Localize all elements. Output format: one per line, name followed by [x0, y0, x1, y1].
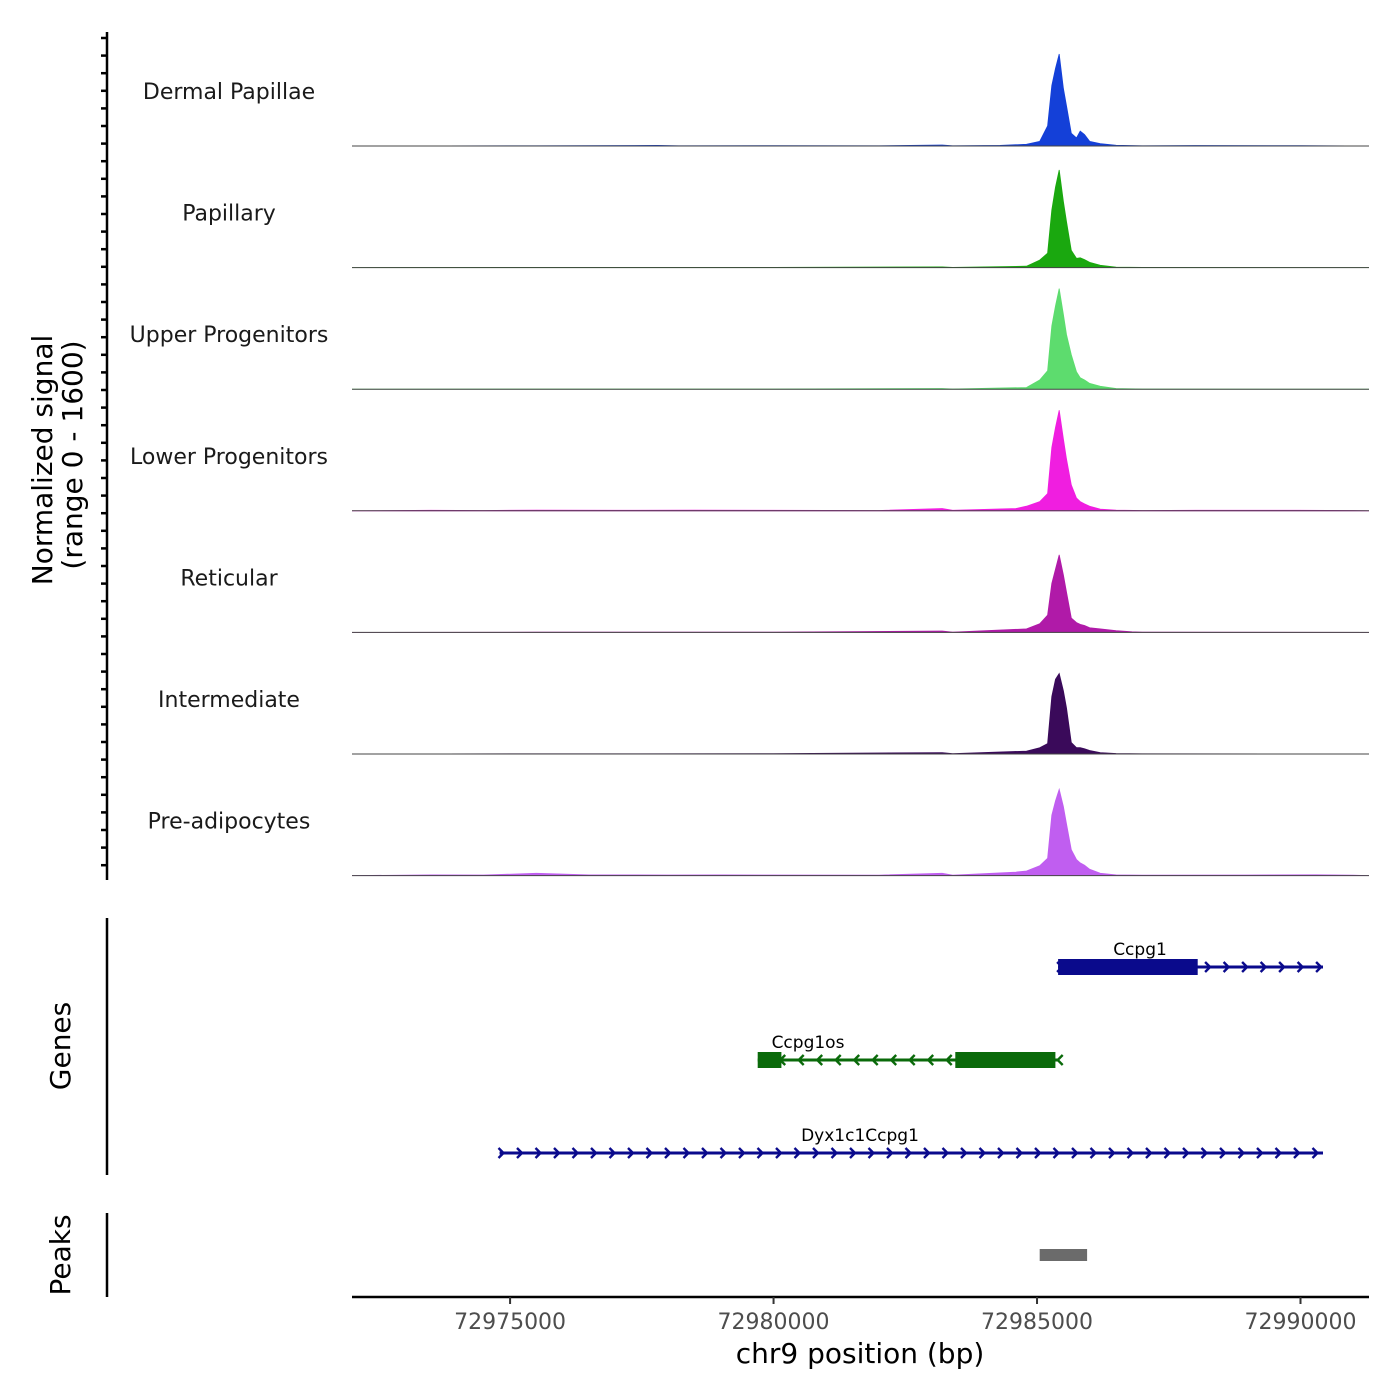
- x-tick-label: 72980000: [718, 1310, 830, 1335]
- strand-arrow: [1315, 961, 1323, 973]
- track-label: Pre-adipocytes: [148, 810, 311, 835]
- coverage-area: [351, 169, 1370, 268]
- peak-region: [1039, 1249, 1088, 1261]
- track-label: Papillary: [182, 202, 276, 227]
- strand-arrow: [497, 1147, 506, 1159]
- strand-arrow: [1293, 1147, 1301, 1159]
- strand-arrow: [926, 1054, 935, 1066]
- strand-arrow: [1259, 961, 1268, 973]
- signal-axis-title-line1: Normalized signal: [26, 335, 59, 586]
- track-label: Dermal Papillae: [143, 80, 315, 105]
- x-tick-label: 72985000: [981, 1310, 1093, 1335]
- gene-exon: [955, 1052, 1056, 1068]
- strand-arrow: [945, 1054, 953, 1066]
- strand-arrow: [553, 1147, 561, 1159]
- strand-arrow: [1219, 1147, 1227, 1159]
- strand-arrow: [775, 1147, 783, 1159]
- genes-axis-title: Genes: [44, 1002, 77, 1090]
- strand-arrow: [1034, 1147, 1042, 1159]
- coverage-area: [351, 672, 1370, 755]
- strand-arrow: [1108, 1147, 1116, 1159]
- coverage-tracks: Dermal Papillae Papillary Upper Progenitor…: [130, 53, 1370, 877]
- coverage-area: [351, 410, 1370, 512]
- strand-arrow: [1296, 961, 1305, 973]
- strand-arrow: [812, 1147, 820, 1159]
- strand-arrow: [645, 1147, 654, 1159]
- strand-arrow: [738, 1147, 746, 1159]
- coverage-area: [351, 787, 1370, 876]
- coverage-area: [351, 288, 1370, 390]
- peak-track: [1039, 1249, 1088, 1261]
- x-axis-title: chr9 position (bp): [736, 1337, 985, 1370]
- strand-arrow: [608, 1147, 617, 1159]
- strand-arrow: [797, 1054, 805, 1066]
- strand-arrow: [834, 1054, 842, 1066]
- track-label: Intermediate: [158, 688, 300, 713]
- strand-arrow: [997, 1147, 1005, 1159]
- strand-arrow: [571, 1147, 580, 1159]
- strand-arrow: [1200, 1147, 1209, 1159]
- strand-arrow: [815, 1054, 824, 1066]
- strand-arrow: [849, 1147, 857, 1159]
- strand-arrow: [960, 1147, 968, 1159]
- strand-arrow: [908, 1054, 916, 1066]
- signal-y-ticks: [101, 36, 107, 867]
- gene-exon: [757, 1052, 782, 1068]
- gene-label: Dyx1c1Ccpg1: [801, 1126, 919, 1146]
- strand-arrow: [1237, 1147, 1246, 1159]
- strand-arrow: [886, 1147, 894, 1159]
- strand-arrow: [923, 1147, 931, 1159]
- gene-exon: [1058, 959, 1198, 975]
- coverage-area: [351, 53, 1370, 147]
- strand-arrow: [1126, 1147, 1135, 1159]
- strand-arrow: [830, 1147, 839, 1159]
- strand-arrow: [793, 1147, 802, 1159]
- peaks-axis-title: Peaks: [44, 1214, 77, 1295]
- gene-label: Ccpg1os: [772, 1033, 845, 1053]
- strand-arrow: [664, 1147, 672, 1159]
- x-axis-ticks: 72975000 72980000 72985000 72990000: [454, 1297, 1356, 1335]
- strand-arrow: [701, 1147, 709, 1159]
- strand-arrow: [1071, 1147, 1079, 1159]
- strand-arrow: [1241, 961, 1249, 973]
- strand-arrow: [941, 1147, 950, 1159]
- x-tick-label: 72990000: [1245, 1310, 1357, 1335]
- strand-arrow: [1052, 1147, 1061, 1159]
- gene-annotation-track: Ccpg1 Ccpg1os Dyx1c1Ccpg1: [497, 940, 1323, 1159]
- signal-axis-title-line2: (range 0 - 1600): [56, 340, 89, 569]
- track-label: Reticular: [180, 566, 278, 591]
- strand-arrow: [904, 1147, 913, 1159]
- strand-arrow: [1204, 961, 1212, 973]
- strand-arrow: [1256, 1147, 1264, 1159]
- strand-arrow: [627, 1147, 635, 1159]
- gene-label: Ccpg1: [1113, 940, 1167, 960]
- track-label: Upper Progenitors: [130, 323, 329, 348]
- strand-arrow: [871, 1054, 879, 1066]
- strand-arrow: [1274, 1147, 1283, 1159]
- strand-arrow: [1056, 1054, 1064, 1066]
- strand-arrow: [1145, 1147, 1153, 1159]
- strand-arrow: [1089, 1147, 1098, 1159]
- x-tick-label: 72975000: [454, 1310, 566, 1335]
- strand-arrow: [1182, 1147, 1190, 1159]
- strand-arrow: [1163, 1147, 1172, 1159]
- strand-arrow: [516, 1147, 524, 1159]
- strand-arrow: [978, 1147, 987, 1159]
- strand-arrow: [889, 1054, 898, 1066]
- strand-arrow: [1015, 1147, 1024, 1159]
- strand-arrow: [590, 1147, 598, 1159]
- strand-arrow: [852, 1054, 861, 1066]
- strand-arrow: [682, 1147, 691, 1159]
- strand-arrow: [1278, 961, 1286, 973]
- strand-arrow: [1311, 1147, 1320, 1159]
- coverage-area: [351, 554, 1370, 633]
- strand-arrow: [756, 1147, 765, 1159]
- strand-arrow: [719, 1147, 728, 1159]
- track-label: Lower Progenitors: [130, 445, 328, 470]
- strand-arrow: [867, 1147, 876, 1159]
- strand-arrow: [1222, 961, 1231, 973]
- strand-arrow: [534, 1147, 543, 1159]
